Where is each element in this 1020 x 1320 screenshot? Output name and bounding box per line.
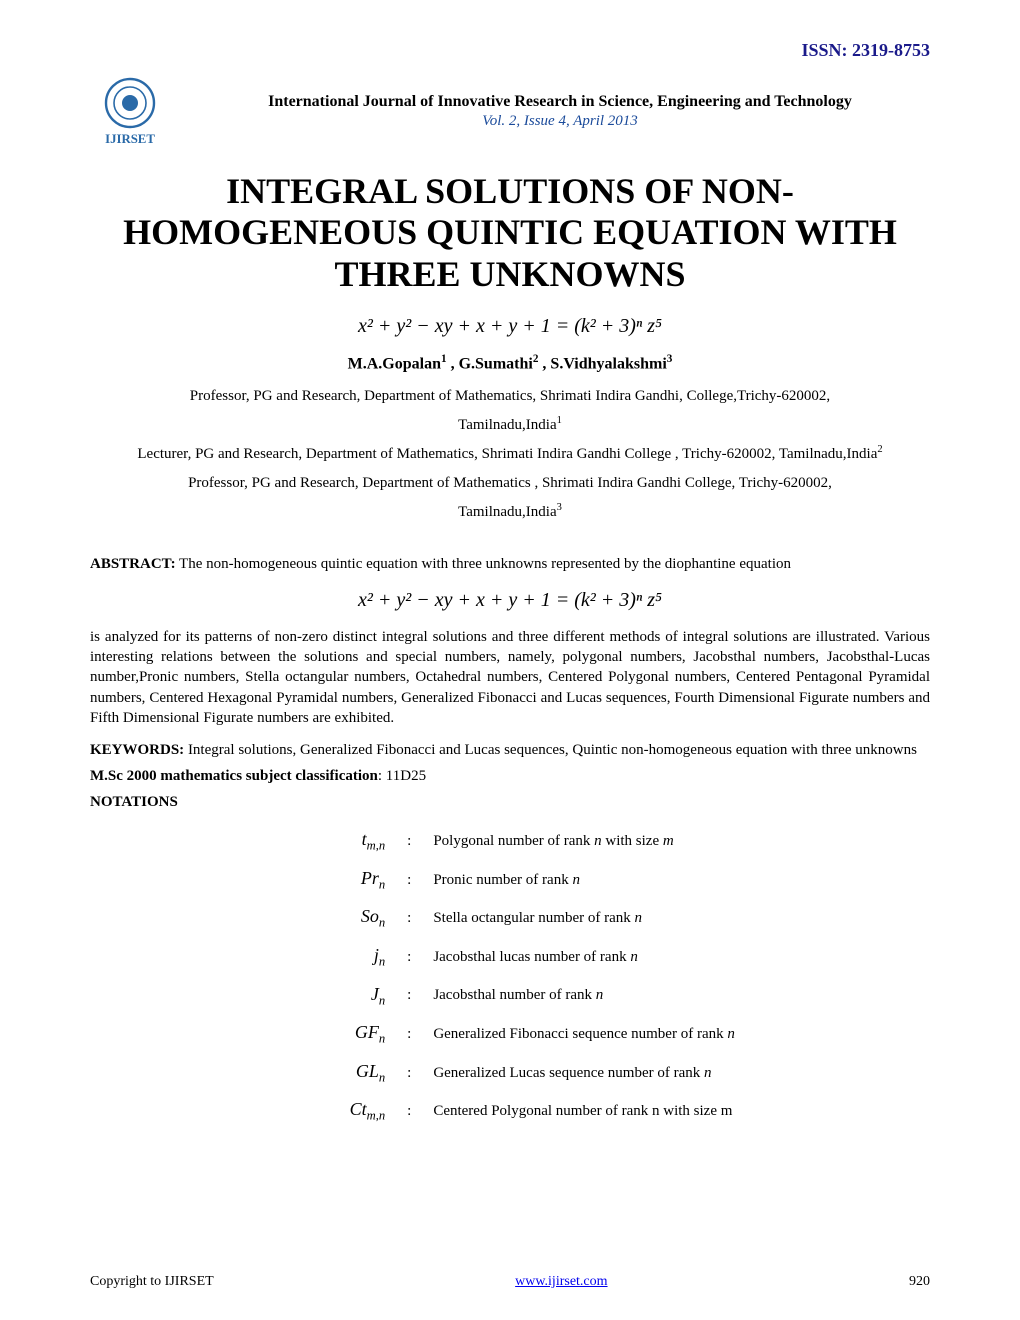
abstract-continuation: is analyzed for its patterns of non-zero…: [90, 627, 930, 728]
affiliation: Professor, PG and Research, Department o…: [90, 384, 930, 408]
msc-value: : 11D25: [378, 768, 426, 784]
notation-symbol: GLn: [275, 1055, 395, 1092]
notation-colon: :: [397, 939, 421, 976]
journal-name: International Journal of Innovative Rese…: [190, 93, 930, 111]
affiliation: Lecturer, PG and Research, Department of…: [90, 442, 930, 466]
journal-header-text: International Journal of Innovative Rese…: [190, 93, 930, 130]
keywords-label: KEYWORDS:: [90, 742, 184, 758]
notation-description: Stella octangular number of rank n: [423, 900, 745, 937]
affiliation: Tamilnadu,India1: [90, 413, 930, 437]
notation-symbol: tm,n: [275, 823, 395, 860]
notation-symbol: jn: [275, 939, 395, 976]
notation-row: GLn:Generalized Lucas sequence number of…: [275, 1055, 745, 1092]
notation-row: Son:Stella octangular number of rank n: [275, 900, 745, 937]
notation-description: Jacobsthal number of rank n: [423, 978, 745, 1015]
notation-colon: :: [397, 1093, 421, 1130]
page-footer: Copyright to IJIRSET www.ijirset.com 920: [90, 1274, 930, 1290]
abstract-label: ABSTRACT:: [90, 556, 176, 572]
keywords-section: KEYWORDS: Integral solutions, Generalize…: [90, 740, 930, 760]
notation-row: GFn:Generalized Fibonacci sequence numbe…: [275, 1016, 745, 1053]
page-header: IJIRSET International Journal of Innovat…: [90, 71, 930, 151]
notation-row: Ctm,n:Centered Polygonal number of rank …: [275, 1093, 745, 1130]
affiliations-block: Professor, PG and Research, Department o…: [90, 384, 930, 524]
notation-description: Generalized Lucas sequence number of ran…: [423, 1055, 745, 1092]
journal-logo-icon: IJIRSET: [90, 71, 170, 151]
svg-text:IJIRSET: IJIRSET: [105, 132, 155, 146]
abstract-text: The non-homogeneous quintic equation wit…: [176, 556, 791, 572]
msc-label: M.Sc 2000 mathematics subject classifica…: [90, 768, 378, 784]
notation-symbol: GFn: [275, 1016, 395, 1053]
notations-table: tm,n:Polygonal number of rank n with siz…: [273, 821, 747, 1132]
title-equation: x² + y² − xy + x + y + 1 = (k² + 3)ⁿ z⁵: [90, 315, 930, 338]
notation-colon: :: [397, 978, 421, 1015]
issn-label: ISSN: 2319-8753: [90, 40, 930, 61]
notation-description: Jacobsthal lucas number of rank n: [423, 939, 745, 976]
affiliation: Professor, PG and Research, Department o…: [90, 471, 930, 495]
notations-section: NOTATIONS tm,n:Polygonal number of rank …: [90, 793, 930, 1132]
notation-description: Pronic number of rank n: [423, 862, 745, 899]
authors: M.A.Gopalan1 , G.Sumathi2 , S.Vidhyalaks…: [90, 353, 930, 373]
notation-symbol: Ctm,n: [275, 1093, 395, 1130]
affiliation: Tamilnadu,India3: [90, 500, 930, 524]
notations-label: NOTATIONS: [90, 794, 178, 810]
abstract-section: ABSTRACT: The non-homogeneous quintic eq…: [90, 554, 930, 729]
page-number: 920: [909, 1274, 930, 1290]
abstract-equation: x² + y² − xy + x + y + 1 = (k² + 3)ⁿ z⁵: [90, 589, 930, 612]
website-link[interactable]: www.ijirset.com: [515, 1274, 607, 1290]
notation-row: tm,n:Polygonal number of rank n with siz…: [275, 823, 745, 860]
notation-description: Generalized Fibonacci sequence number of…: [423, 1016, 745, 1053]
notation-row: Jn:Jacobsthal number of rank n: [275, 978, 745, 1015]
notation-symbol: Prn: [275, 862, 395, 899]
notation-row: jn:Jacobsthal lucas number of rank n: [275, 939, 745, 976]
notation-description: Centered Polygonal number of rank n with…: [423, 1093, 745, 1130]
notation-colon: :: [397, 862, 421, 899]
notation-row: Prn:Pronic number of rank n: [275, 862, 745, 899]
notation-symbol: Son: [275, 900, 395, 937]
notation-colon: :: [397, 823, 421, 860]
keywords-text: Integral solutions, Generalized Fibonacc…: [184, 742, 917, 758]
notation-description: Polygonal number of rank n with size m: [423, 823, 745, 860]
notation-symbol: Jn: [275, 978, 395, 1015]
notation-colon: :: [397, 1016, 421, 1053]
journal-issue: Vol. 2, Issue 4, April 2013: [190, 113, 930, 130]
notation-colon: :: [397, 900, 421, 937]
msc-section: M.Sc 2000 mathematics subject classifica…: [90, 768, 930, 785]
paper-title: INTEGRAL SOLUTIONS OF NON- HOMOGENEOUS Q…: [90, 171, 930, 295]
copyright-text: Copyright to IJIRSET: [90, 1274, 214, 1290]
notation-colon: :: [397, 1055, 421, 1092]
